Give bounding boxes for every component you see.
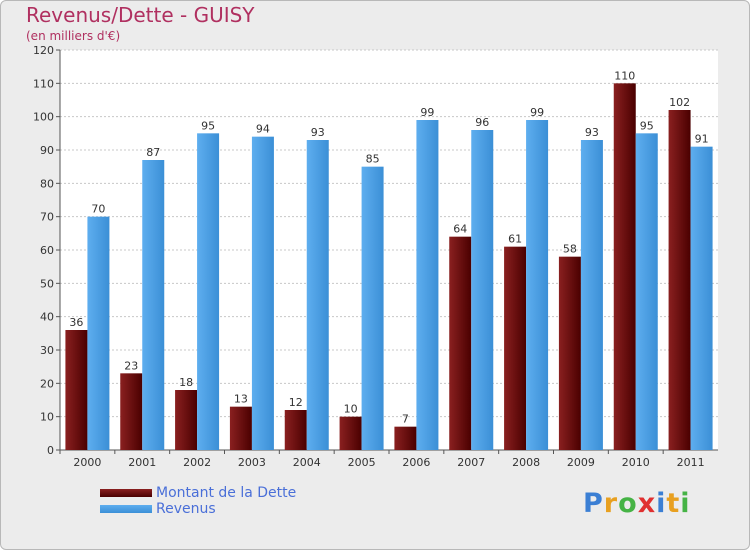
bar-revenus bbox=[471, 130, 494, 450]
y-tick-label: 80 bbox=[40, 177, 54, 190]
x-tick-label: 2001 bbox=[128, 456, 156, 469]
x-tick-label: 2000 bbox=[73, 456, 101, 469]
y-tick-label: 60 bbox=[40, 244, 54, 257]
bar-revenus bbox=[690, 146, 713, 450]
chart-subtitle: (en milliers d'€) bbox=[26, 29, 121, 43]
y-tick-label: 30 bbox=[40, 344, 54, 357]
bar-revenus bbox=[251, 136, 274, 450]
data-label: 91 bbox=[695, 133, 709, 146]
bar-debt bbox=[504, 246, 527, 450]
y-tick-label: 20 bbox=[40, 377, 54, 390]
data-label: 96 bbox=[475, 116, 489, 129]
logo-letter: P bbox=[583, 488, 604, 519]
data-label: 93 bbox=[585, 126, 599, 139]
data-label: 61 bbox=[508, 233, 522, 246]
bar-debt bbox=[65, 330, 88, 450]
logo-letter: r bbox=[603, 488, 619, 519]
x-tick-label: 2003 bbox=[238, 456, 266, 469]
chart-title: Revenus/Dette - GUISY bbox=[26, 3, 255, 27]
legend-swatch-debt bbox=[100, 489, 152, 497]
bar-debt bbox=[229, 406, 252, 450]
data-label: 7 bbox=[402, 413, 409, 426]
legend-label-revenus: Revenus bbox=[156, 501, 216, 517]
y-tick-label: 10 bbox=[40, 411, 54, 424]
data-label: 102 bbox=[669, 96, 690, 109]
proxiti-logo: Proxiti bbox=[583, 488, 691, 519]
x-tick-label: 2010 bbox=[622, 456, 650, 469]
bar-revenus bbox=[197, 133, 220, 451]
data-label: 110 bbox=[614, 69, 635, 82]
x-tick-label: 2004 bbox=[293, 456, 321, 469]
bar-debt bbox=[394, 426, 417, 450]
data-label: 12 bbox=[289, 396, 303, 409]
bar-debt bbox=[284, 410, 307, 450]
bar-debt bbox=[449, 236, 472, 450]
data-label: 99 bbox=[420, 106, 434, 119]
y-tick-label: 110 bbox=[33, 77, 54, 90]
logo-letter: i bbox=[656, 488, 667, 519]
data-label: 94 bbox=[256, 123, 270, 136]
y-tick-label: 100 bbox=[33, 111, 54, 124]
y-tick-label: 50 bbox=[40, 277, 54, 290]
logo-letter: o bbox=[618, 488, 638, 519]
bar-debt bbox=[613, 83, 636, 450]
x-tick-label: 2005 bbox=[348, 456, 376, 469]
data-label: 85 bbox=[366, 153, 380, 166]
logo-letter: i bbox=[680, 488, 691, 519]
bar-debt bbox=[558, 256, 581, 450]
bar-debt bbox=[175, 390, 198, 450]
logo-letter: t bbox=[666, 488, 681, 519]
bar-debt bbox=[339, 416, 362, 450]
x-tick-label: 2009 bbox=[567, 456, 595, 469]
x-tick-label: 2007 bbox=[457, 456, 485, 469]
data-label: 95 bbox=[640, 119, 654, 132]
bar-revenus bbox=[635, 133, 658, 451]
x-tick-label: 2002 bbox=[183, 456, 211, 469]
data-label: 93 bbox=[311, 126, 325, 139]
data-label: 64 bbox=[453, 223, 467, 236]
bar-revenus bbox=[416, 120, 439, 450]
x-tick-label: 2006 bbox=[402, 456, 430, 469]
y-tick-label: 0 bbox=[47, 444, 54, 457]
data-label: 58 bbox=[563, 243, 577, 256]
data-label: 99 bbox=[530, 106, 544, 119]
data-label: 95 bbox=[201, 119, 215, 132]
bar-revenus bbox=[306, 140, 329, 450]
y-tick-label: 90 bbox=[40, 144, 54, 157]
data-label: 36 bbox=[69, 316, 83, 329]
x-tick-label: 2008 bbox=[512, 456, 540, 469]
bar-debt bbox=[120, 373, 143, 450]
bar-debt bbox=[668, 110, 691, 450]
bar-revenus bbox=[87, 216, 110, 450]
y-tick-label: 40 bbox=[40, 311, 54, 324]
data-label: 70 bbox=[91, 203, 105, 216]
y-tick-label: 70 bbox=[40, 211, 54, 224]
data-label: 13 bbox=[234, 393, 248, 406]
bar-revenus bbox=[580, 140, 603, 450]
data-label: 23 bbox=[124, 359, 138, 372]
x-tick-label: 2011 bbox=[677, 456, 705, 469]
bar-revenus bbox=[361, 166, 384, 450]
logo-letter: x bbox=[637, 488, 657, 519]
data-label: 10 bbox=[344, 403, 358, 416]
data-label: 87 bbox=[146, 146, 160, 159]
data-label: 18 bbox=[179, 376, 193, 389]
y-tick-label: 120 bbox=[33, 44, 54, 57]
bar-revenus bbox=[142, 160, 165, 450]
legend-label-debt: Montant de la Dette bbox=[156, 485, 297, 501]
legend-swatch-revenus bbox=[100, 505, 152, 513]
bar-revenus bbox=[526, 120, 549, 450]
